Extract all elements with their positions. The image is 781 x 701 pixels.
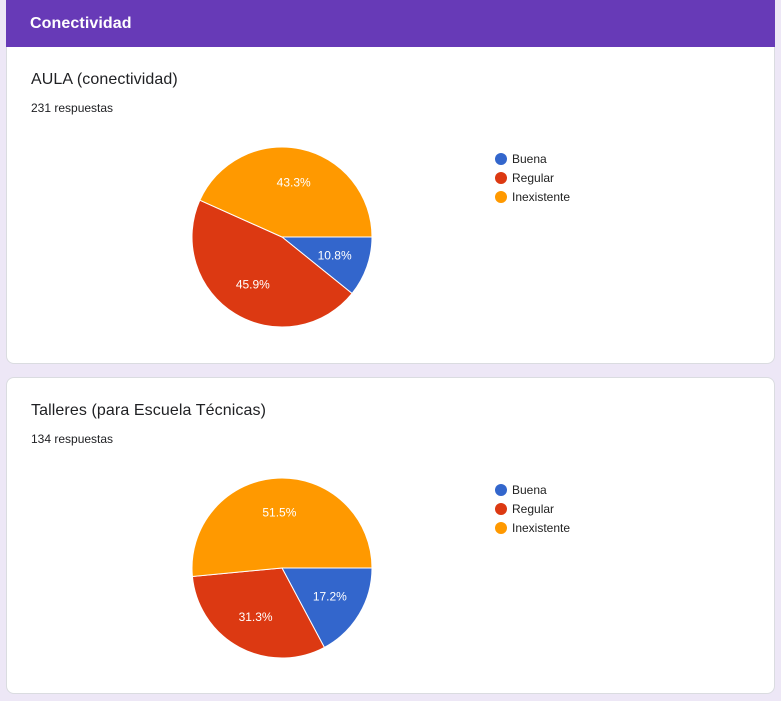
- legend-label: Inexistente: [512, 520, 571, 535]
- slice-inexistente[interactable]: [191, 478, 373, 578]
- response-count: 231 respuestas: [31, 101, 114, 115]
- legend-label: Buena: [512, 151, 547, 166]
- question-title: AULA (conectividad): [31, 71, 178, 88]
- chart-legend: Buena Regular Inexistente: [495, 149, 570, 206]
- question-title: Talleres (para Escuela Técnicas): [31, 402, 267, 419]
- slice-label: 51.5%: [262, 505, 296, 519]
- slice-label: 10.8%: [318, 249, 352, 263]
- pie-chart-aula: 10.8% 45.9% 43.3%: [191, 147, 373, 328]
- legend-swatch-orange: [495, 190, 507, 203]
- legend-item-inexistente[interactable]: Inexistente: [495, 187, 570, 206]
- slice-label: 31.3%: [239, 610, 273, 624]
- chart-legend: Buena Regular Inexistente: [495, 480, 570, 537]
- slice-buena[interactable]: [281, 567, 373, 649]
- slice-label: 43.3%: [277, 175, 311, 189]
- legend-swatch-blue: [495, 483, 507, 496]
- section-title: Conectividad: [30, 15, 132, 32]
- legend-swatch-red: [495, 502, 507, 515]
- legend-label: Regular: [512, 501, 555, 516]
- legend-item-inexistente[interactable]: Inexistente: [495, 518, 570, 537]
- legend-item-regular[interactable]: Regular: [495, 168, 570, 187]
- legend-label: Buena: [512, 482, 547, 497]
- legend-item-regular[interactable]: Regular: [495, 499, 570, 518]
- response-count: 134 respuestas: [31, 432, 114, 446]
- question-card-aula: AULA (conectividad) 231 respuestas 10.8%…: [6, 47, 775, 364]
- legend-item-buena[interactable]: Buena: [495, 149, 570, 168]
- slice-regular[interactable]: [191, 567, 326, 659]
- legend-label: Inexistente: [512, 189, 571, 204]
- slice-inexistente[interactable]: [199, 147, 373, 238]
- legend-swatch-red: [495, 171, 507, 184]
- slice-label: 45.9%: [236, 278, 270, 292]
- legend-swatch-orange: [495, 521, 507, 534]
- legend-label: Regular: [512, 170, 555, 185]
- question-card-talleres: Talleres (para Escuela Técnicas) 134 res…: [6, 377, 775, 694]
- section-header: Conectividad: [6, 0, 775, 48]
- slice-label: 17.2%: [313, 590, 347, 604]
- pie-chart-talleres: 17.2% 31.3% 51.5%: [191, 478, 373, 659]
- legend-item-buena[interactable]: Buena: [495, 480, 570, 499]
- slice-regular[interactable]: [191, 199, 353, 328]
- legend-swatch-blue: [495, 152, 507, 165]
